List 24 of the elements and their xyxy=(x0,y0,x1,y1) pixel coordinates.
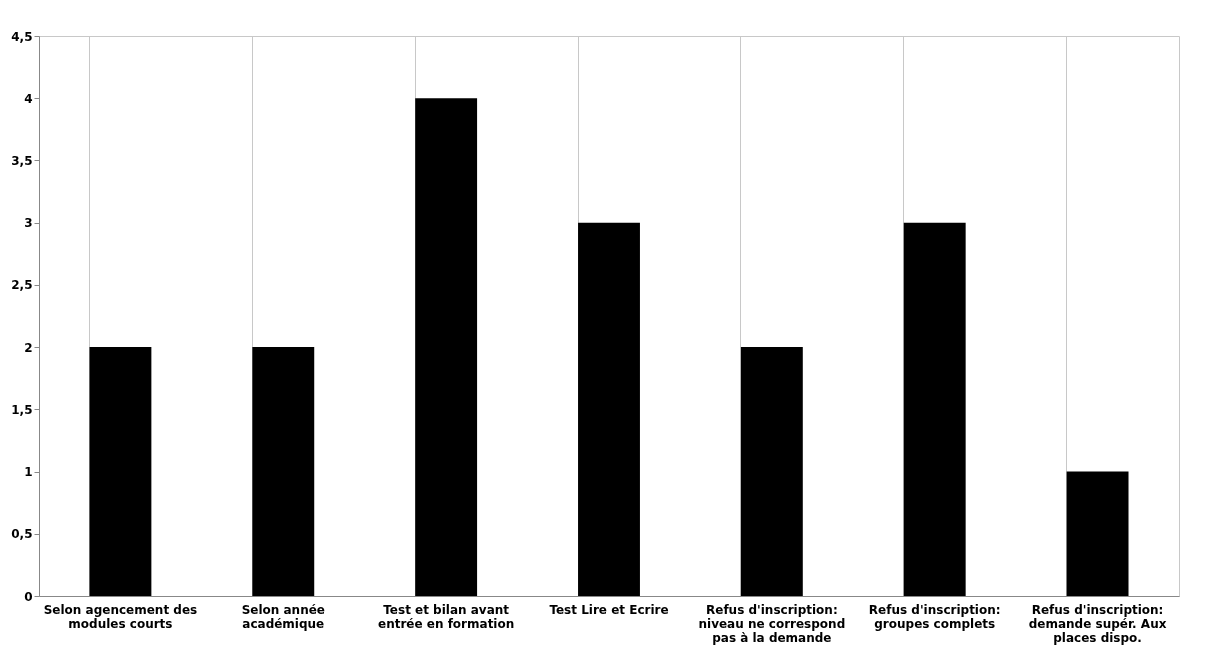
x-tick-label: Test Lire et Ecrire xyxy=(549,602,669,617)
y-tick-label: 0 xyxy=(24,589,33,604)
bar xyxy=(415,98,478,596)
bar xyxy=(578,222,640,596)
x-tick-label: Selon année académique xyxy=(241,602,325,631)
bar xyxy=(1066,471,1129,596)
bar xyxy=(740,347,803,596)
y-tick-label: 2,5 xyxy=(11,278,33,293)
x-tick-label: Selon agencement des modules courts xyxy=(43,602,198,631)
y-tick-label: 1,5 xyxy=(11,402,33,417)
y-tick-label: 3,5 xyxy=(11,153,33,168)
y-tick-label: 4 xyxy=(24,91,33,106)
x-tick-label: Test et bilan avant entrée en formation xyxy=(378,602,515,631)
x-tick-label: Refus d'inscription: demande supér. Aux places dispo. xyxy=(1028,602,1167,645)
bar xyxy=(252,347,315,596)
bar xyxy=(89,347,152,596)
bar xyxy=(903,222,966,596)
x-tick-label: Refus d'inscription: niveau ne correspond pas à la demande xyxy=(698,602,846,645)
y-tick-label: 2 xyxy=(24,340,33,355)
y-tick-label: 3 xyxy=(24,216,33,231)
y-tick-label: 4,5 xyxy=(11,29,33,44)
y-tick-label: 0,5 xyxy=(11,527,33,542)
y-tick-label: 1 xyxy=(24,465,33,480)
x-tick-label: Refus d'inscription: groupes complets xyxy=(868,602,1001,631)
